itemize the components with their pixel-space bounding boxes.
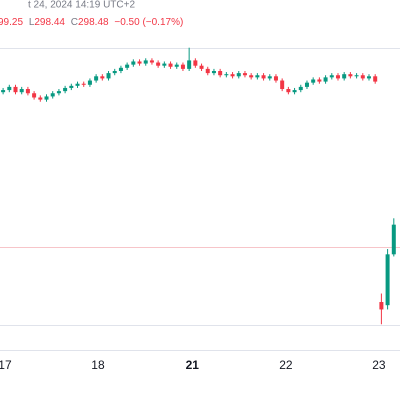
candle-body bbox=[75, 83, 80, 86]
candle-body bbox=[373, 76, 378, 82]
candle-body bbox=[267, 76, 272, 79]
candle-body bbox=[156, 62, 161, 66]
candle-body bbox=[286, 89, 291, 93]
candle-body bbox=[32, 93, 37, 98]
candle-body bbox=[385, 254, 390, 306]
candle-body bbox=[255, 75, 260, 78]
close-label: C bbox=[71, 17, 78, 28]
candle-body bbox=[242, 73, 247, 76]
candles bbox=[1, 47, 396, 325]
candle-body bbox=[137, 61, 142, 64]
candle-body bbox=[118, 67, 123, 71]
header-ohlc: 99.25 L298.44 C298.48 −0.50 (−0.17%) bbox=[0, 17, 183, 28]
candle-body bbox=[19, 89, 24, 93]
candle-body bbox=[38, 97, 43, 100]
candle-body bbox=[304, 82, 309, 87]
change-value: −0.50 (−0.17%) bbox=[114, 17, 183, 28]
low-value: 298.44 bbox=[34, 17, 65, 28]
x-tick-label: 18 bbox=[91, 358, 105, 372]
candle-body bbox=[50, 93, 55, 97]
x-tick-label: 21 bbox=[186, 358, 200, 372]
candle-body bbox=[44, 96, 49, 100]
candle-body bbox=[329, 75, 334, 78]
candle-body bbox=[106, 73, 111, 79]
candle-body bbox=[131, 61, 136, 65]
candle-body bbox=[174, 64, 179, 67]
candle-body bbox=[311, 79, 316, 83]
candle-body bbox=[218, 71, 223, 76]
candle-body bbox=[292, 90, 297, 93]
candle-body bbox=[56, 91, 61, 94]
candle-body bbox=[1, 90, 6, 93]
candle-body bbox=[63, 87, 68, 92]
candle-body bbox=[149, 60, 154, 63]
candle-body bbox=[360, 75, 365, 79]
candle-body bbox=[317, 79, 322, 82]
candle-body bbox=[162, 63, 167, 66]
candle-body bbox=[366, 76, 371, 79]
candle-body bbox=[205, 68, 210, 74]
candle-body bbox=[224, 74, 229, 76]
x-tick-label: 23 bbox=[372, 358, 386, 372]
candle-body bbox=[180, 64, 185, 69]
candle-body bbox=[230, 74, 235, 77]
candle-body bbox=[391, 224, 396, 255]
candle-body bbox=[298, 86, 303, 91]
candle-body bbox=[94, 76, 99, 81]
candle-body bbox=[168, 63, 173, 67]
candle-body bbox=[87, 80, 92, 85]
candle-body bbox=[13, 86, 18, 93]
candle-body bbox=[249, 75, 254, 78]
candle-body bbox=[81, 83, 86, 85]
x-tick-label: 22 bbox=[279, 358, 293, 372]
high-value: 99.25 bbox=[0, 17, 23, 28]
x-tick-label: 17 bbox=[0, 358, 12, 372]
header-date: t 24, 2024 14:19 UTC+2 bbox=[28, 0, 135, 11]
candle-body bbox=[342, 74, 347, 79]
close-value: 298.48 bbox=[78, 17, 109, 28]
candle-body bbox=[69, 85, 74, 88]
candle-body bbox=[236, 73, 241, 77]
candle-body bbox=[335, 75, 340, 79]
low-label: L bbox=[29, 17, 35, 28]
candle-body bbox=[211, 71, 216, 74]
candle-body bbox=[354, 75, 359, 77]
candle-body bbox=[125, 64, 130, 68]
candle-body bbox=[25, 89, 30, 94]
candle-body bbox=[7, 86, 12, 91]
candle-body bbox=[100, 76, 105, 79]
candle-body bbox=[187, 60, 192, 69]
candle-body bbox=[273, 76, 278, 81]
candle-body bbox=[323, 77, 328, 82]
candle-body bbox=[112, 71, 117, 74]
candle-body bbox=[193, 60, 198, 66]
candle-body bbox=[379, 302, 384, 310]
candle-body bbox=[143, 60, 148, 64]
candle-body bbox=[199, 65, 204, 69]
candle-body bbox=[280, 80, 285, 90]
candle-body bbox=[348, 74, 353, 77]
candle-body bbox=[261, 75, 266, 79]
